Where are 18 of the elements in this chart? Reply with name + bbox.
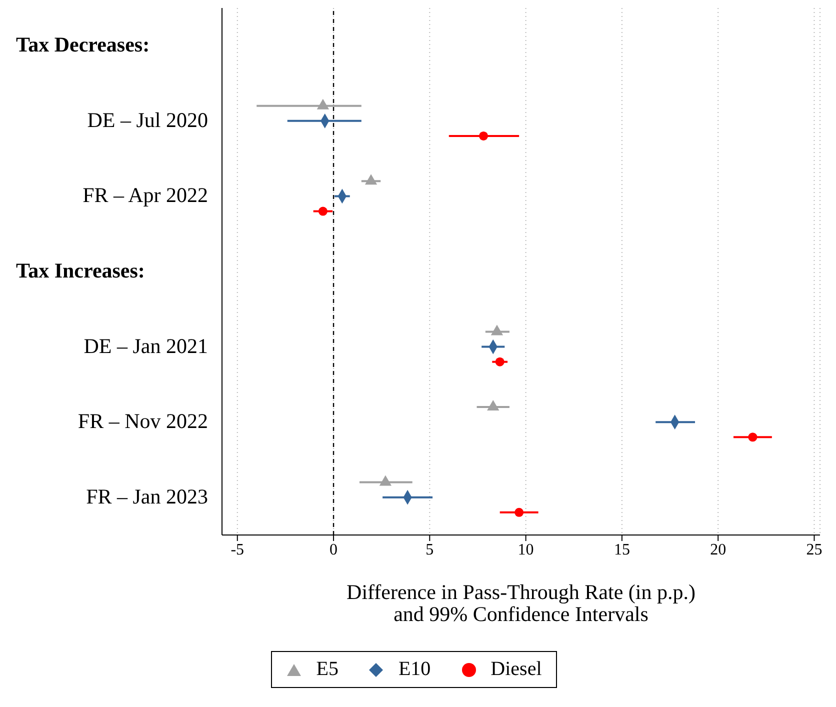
x-axis-title: Difference in Pass-Through Rate (in p.p.) and 99% Confidence Intervals: [346, 580, 696, 626]
y-tick-label: DE – Jan 2021: [84, 334, 208, 358]
text: Tax Increases:: [16, 258, 145, 282]
x-tick-label: 15: [614, 541, 630, 558]
x-tick-label: 10: [518, 541, 534, 558]
legend-label: E10: [397, 658, 431, 681]
x-tick-label: 25: [806, 541, 822, 558]
y-tick-label: FR – Jan 2023: [86, 484, 208, 508]
y-tick-label: FR – Apr 2022: [82, 183, 208, 208]
text: Tax Decreases:: [16, 32, 150, 57]
x-tick-label: -5: [230, 541, 244, 558]
x-tick-label: 5: [426, 541, 434, 558]
x-tick-label: 0: [330, 541, 338, 558]
x-tick-label: 20: [710, 541, 726, 558]
y-tick-label: DE – Jul 2020: [87, 108, 208, 132]
legend-label: E5: [315, 658, 338, 681]
legend-label: Diesel: [490, 658, 542, 681]
y-tick-label: FR – Nov 2022: [78, 409, 208, 434]
